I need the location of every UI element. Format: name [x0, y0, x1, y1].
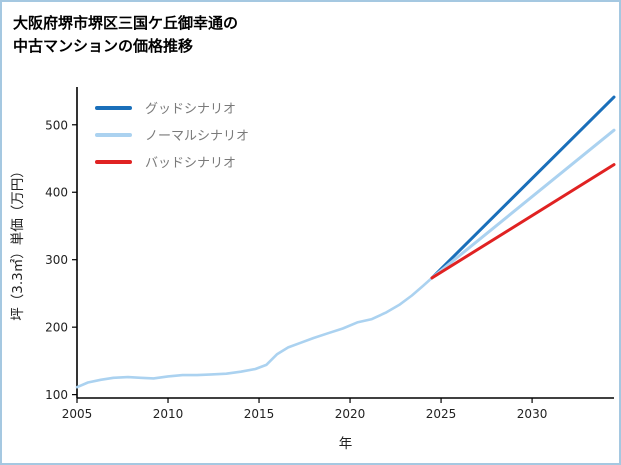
x-tick-label: 2010 [153, 407, 184, 421]
chart-title: 大阪府堺市堺区三国ケ丘御幸通の 中古マンションの価格推移 [13, 12, 238, 57]
legend: グッドシナリオ ノーマルシナリオ バッドシナリオ [95, 94, 249, 175]
scenario-line-2 [430, 163, 616, 280]
x-tick-label: 2005 [62, 407, 93, 421]
y-tick-label: 500 [45, 118, 68, 132]
y-tick-label: 400 [45, 186, 68, 200]
y-tick-label: 300 [45, 253, 68, 267]
x-tick-label: 2020 [335, 407, 366, 421]
legend-swatch-good-scenario [95, 105, 132, 110]
legend-swatch-normal-scenario [95, 132, 132, 137]
scenario-line-1 [430, 128, 616, 280]
legend-swatch-bad-scenario [95, 159, 132, 164]
scenario-line-0 [430, 95, 616, 280]
legend-label-bad-scenario: バッドシナリオ [145, 156, 237, 171]
chart-title-line2: 中古マンションの価格推移 [13, 36, 194, 55]
legend-label-good-scenario: グッドシナリオ [145, 102, 237, 117]
legend-item-good-scenario: グッドシナリオ [95, 94, 249, 121]
x-axis-title: 年 [339, 436, 353, 452]
legend-label-normal-scenario: ノーマルシナリオ [145, 129, 250, 144]
history-line [75, 276, 434, 389]
y-tick-label: 200 [45, 321, 68, 335]
chart-title-line1: 大阪府堺市堺区三国ケ丘御幸通の [13, 14, 239, 32]
x-tick-label: 2015 [244, 407, 275, 421]
legend-item-normal-scenario: ノーマルシナリオ [95, 121, 249, 148]
line-chart: 2005 2010 2015 2020 2025 2030 100 200 300 400 500 年… [10, 87, 616, 452]
legend-item-bad-scenario: バッドシナリオ [95, 148, 249, 175]
y-tick-label: 100 [45, 388, 68, 402]
x-tick-label: 2025 [426, 407, 457, 421]
x-tick-label: 2030 [517, 407, 548, 421]
y-axis-title: 坪（3.3㎡）単価（万円） [10, 164, 26, 320]
